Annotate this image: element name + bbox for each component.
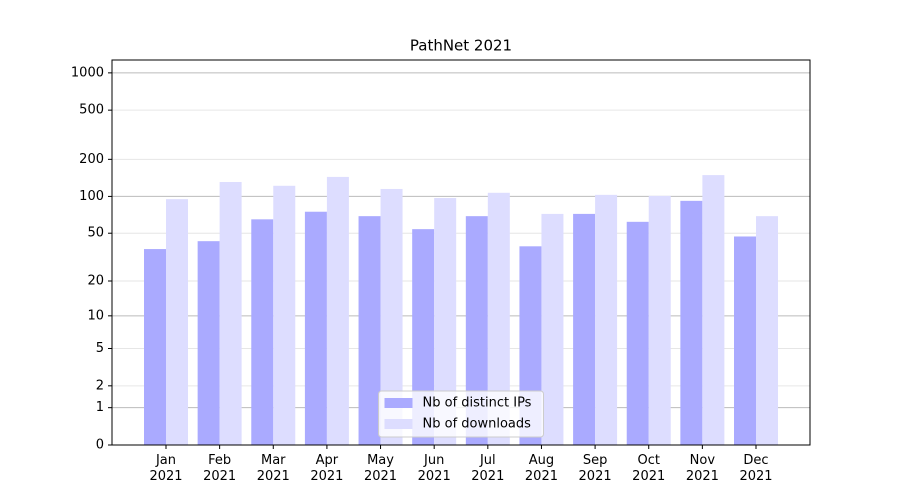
x-tick-label: Jan 2021: [149, 453, 183, 484]
x-tick-label: May 2021: [363, 453, 398, 484]
x-tick-label: Sep 2021: [578, 453, 612, 484]
x-tick-label: Dec 2021: [739, 453, 773, 484]
x-tick-label: Feb 2021: [203, 453, 237, 484]
bar: [251, 219, 274, 445]
bar: [166, 199, 188, 445]
y-tick-label: 1: [96, 400, 104, 415]
bar: [756, 216, 778, 445]
x-tick-label: Jun 2021: [417, 453, 451, 484]
x-tick-label: Jul 2021: [471, 453, 505, 484]
bar: [358, 216, 381, 445]
y-tick-label: 100: [79, 189, 104, 204]
bar: [573, 213, 596, 445]
bar: [541, 213, 564, 445]
bar: [219, 181, 242, 445]
legend-swatch: [384, 419, 413, 429]
bar: [465, 216, 488, 445]
bar: [487, 192, 510, 445]
y-tick-label: 1000: [71, 65, 104, 80]
bar: [734, 236, 756, 445]
y-tick-label: 10: [87, 308, 104, 323]
bar: [680, 200, 703, 445]
y-tick-label: 50: [87, 226, 104, 241]
bar: [380, 188, 403, 445]
x-tick-label: Mar 2021: [256, 453, 290, 484]
bar: [144, 249, 166, 445]
bar: [304, 211, 327, 445]
x-tick-label: Nov 2021: [685, 453, 719, 484]
legend-box: [378, 390, 544, 438]
y-tick-label: 2: [96, 378, 104, 393]
x-tick-label: Oct 2021: [632, 453, 666, 484]
y-tick-label: 200: [79, 152, 104, 167]
y-tick-label: 20: [87, 274, 104, 289]
y-tick-label: 0: [96, 438, 104, 453]
bar: [648, 195, 671, 445]
bar: [595, 194, 618, 445]
bar: [273, 185, 296, 446]
y-tick-label: 500: [79, 103, 104, 118]
bar: [197, 241, 220, 445]
bar: [702, 175, 725, 445]
bar: [326, 176, 349, 445]
y-tick-label: 5: [96, 341, 104, 356]
bar: [626, 221, 649, 445]
x-tick-label: Aug 2021: [524, 453, 558, 484]
chart-title: PathNet 2021: [410, 37, 512, 55]
bar: [434, 198, 457, 445]
legend-swatch: [384, 398, 413, 408]
legend-label: Nb of distinct IPs: [423, 396, 532, 411]
legend-label: Nb of downloads: [423, 417, 532, 432]
x-tick-label: Apr 2021: [310, 453, 344, 484]
plot-frame: [111, 59, 811, 446]
